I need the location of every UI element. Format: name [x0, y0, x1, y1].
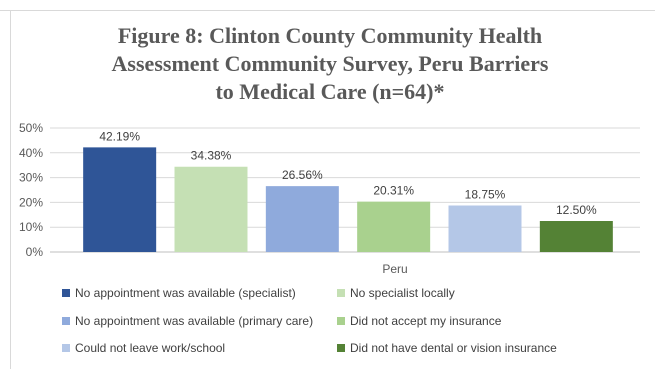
- y-tick-label: 10%: [19, 220, 43, 234]
- x-category-label: Peru: [382, 262, 407, 276]
- data-label: 18.75%: [465, 188, 506, 202]
- bar: [83, 147, 157, 252]
- bar: [539, 221, 613, 252]
- y-tick-label: 50%: [19, 121, 43, 135]
- data-label: 12.50%: [556, 203, 597, 217]
- y-tick-label: 20%: [19, 195, 43, 209]
- y-tick-label: 40%: [19, 146, 43, 160]
- bar: [448, 205, 522, 252]
- data-label: 26.56%: [282, 168, 323, 182]
- data-label: 42.19%: [99, 129, 140, 143]
- bar: [265, 186, 339, 252]
- data-label: 20.31%: [373, 184, 414, 198]
- data-label: 34.38%: [191, 149, 232, 163]
- bar: [174, 166, 248, 252]
- bar: [357, 201, 431, 252]
- y-tick-label: 0%: [26, 245, 44, 259]
- chart-title: Figure 8: Clinton County Community Healt…: [111, 23, 549, 104]
- top-border: [0, 10, 655, 11]
- left-border: [10, 10, 11, 369]
- y-tick-label: 30%: [19, 171, 43, 185]
